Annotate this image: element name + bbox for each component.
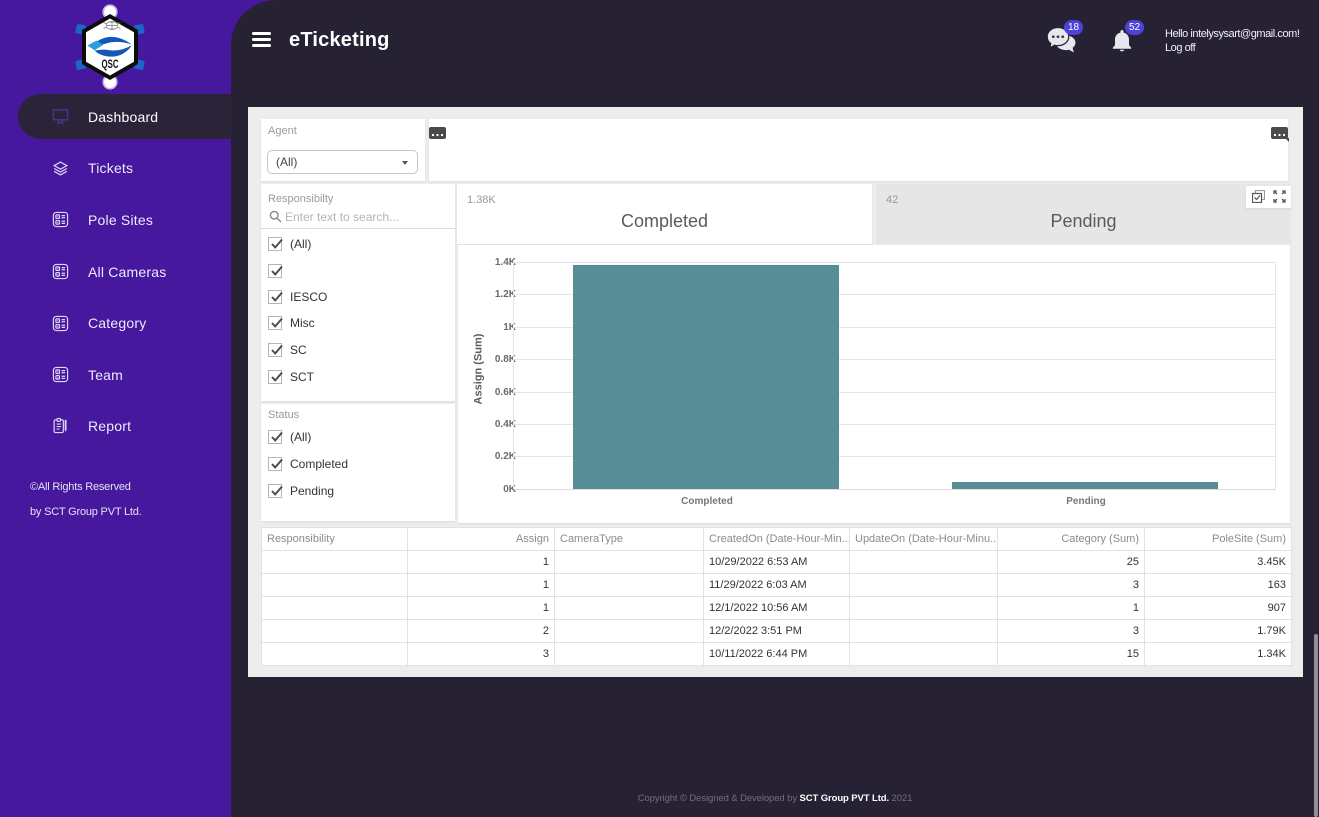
svg-text:QSC: QSC [102,57,119,71]
